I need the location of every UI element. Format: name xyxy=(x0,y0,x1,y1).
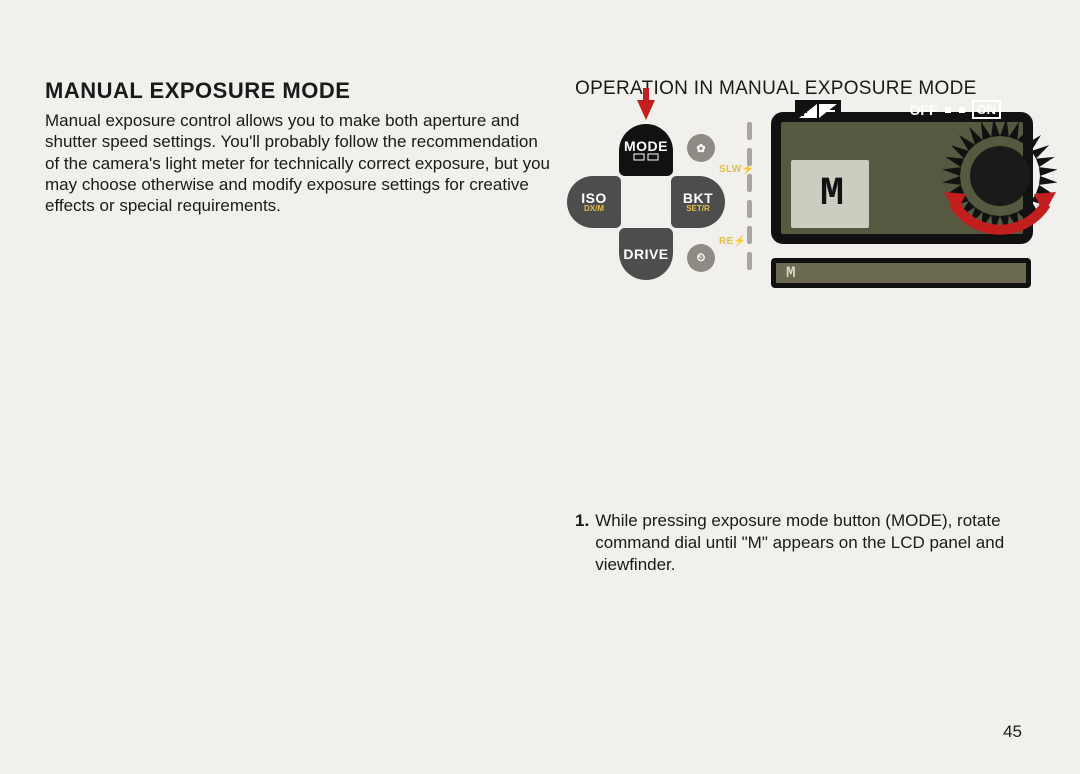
iso-button-label: ISO xyxy=(581,191,607,205)
drive-button-label: DRIVE xyxy=(623,247,668,261)
left-column: MANUAL EXPOSURE MODE Manual exposure con… xyxy=(45,78,555,216)
bkt-button-label: BKT xyxy=(683,191,713,205)
right-column: OPERATION IN MANUAL EXPOSURE MODE MODE I… xyxy=(575,78,1045,576)
drive-button[interactable]: DRIVE xyxy=(619,228,673,280)
section-title: MANUAL EXPOSURE MODE xyxy=(45,78,555,104)
iso-button-sublabel: DX/M xyxy=(584,205,604,213)
flash-button[interactable]: ✿ xyxy=(687,134,715,162)
bkt-button-sublabel: SET/R xyxy=(686,205,710,213)
off-label: OFF xyxy=(910,102,938,118)
step-number: 1. xyxy=(575,510,589,576)
step-text: While pressing exposure mode button (MOD… xyxy=(595,510,1045,576)
page-number: 45 xyxy=(1003,722,1022,742)
manual-page: MANUAL EXPOSURE MODE Manual exposure con… xyxy=(0,0,1080,774)
timer-icon: ⏲ xyxy=(697,252,706,265)
mode-arrow-icon xyxy=(635,88,657,120)
exposure-comp-icon xyxy=(795,100,841,122)
viewfinder-mode-indicator: M xyxy=(786,264,794,282)
mode-button-glyph-icon xyxy=(633,153,659,161)
step-1: 1. While pressing exposure mode button (… xyxy=(575,510,1045,576)
timer-button[interactable]: ⏲ xyxy=(687,244,715,272)
bkt-button[interactable]: BKT SET/R xyxy=(671,176,725,228)
lcd-mode-indicator: M xyxy=(791,160,869,228)
viewfinder-strip: M xyxy=(771,258,1031,288)
re-label: RE⚡ xyxy=(719,236,746,247)
button-cluster: MODE ISO DX/M BKT SET/R DRIVE xyxy=(575,110,745,290)
iso-button[interactable]: ISO DX/M xyxy=(567,176,621,228)
diagram-row: MODE ISO DX/M BKT SET/R DRIVE xyxy=(575,110,1045,300)
flash-icon: ✿ xyxy=(696,142,705,155)
command-dial[interactable] xyxy=(935,106,1065,256)
divider-dashes-icon xyxy=(747,122,752,270)
mode-button-label: MODE xyxy=(624,139,668,153)
mode-button[interactable]: MODE xyxy=(619,124,673,176)
section-body: Manual exposure control allows you to ma… xyxy=(45,110,555,216)
